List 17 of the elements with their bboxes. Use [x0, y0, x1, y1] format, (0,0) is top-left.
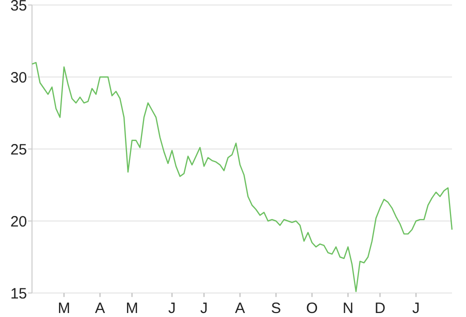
line-series	[31, 62, 453, 292]
y-tick-label: 15	[10, 285, 27, 302]
y-tick-label: 35	[10, 0, 27, 14]
x-tick-label: A	[234, 300, 246, 317]
x-tick-label: J	[200, 300, 208, 317]
y-tick-label: 30	[10, 69, 27, 86]
x-tick-label: M	[58, 300, 70, 317]
x-tick-label: D	[374, 300, 386, 317]
y-tick-label: 20	[10, 213, 27, 230]
x-tick-label: M	[126, 300, 138, 317]
x-tick-label: O	[306, 300, 318, 317]
x-tick-label: J	[412, 300, 420, 317]
x-tick-label: N	[342, 300, 354, 317]
x-tick-label: J	[168, 300, 176, 317]
y-tick-label: 25	[10, 141, 27, 158]
x-tick-label: S	[270, 300, 282, 317]
x-tick-label: A	[94, 300, 106, 317]
